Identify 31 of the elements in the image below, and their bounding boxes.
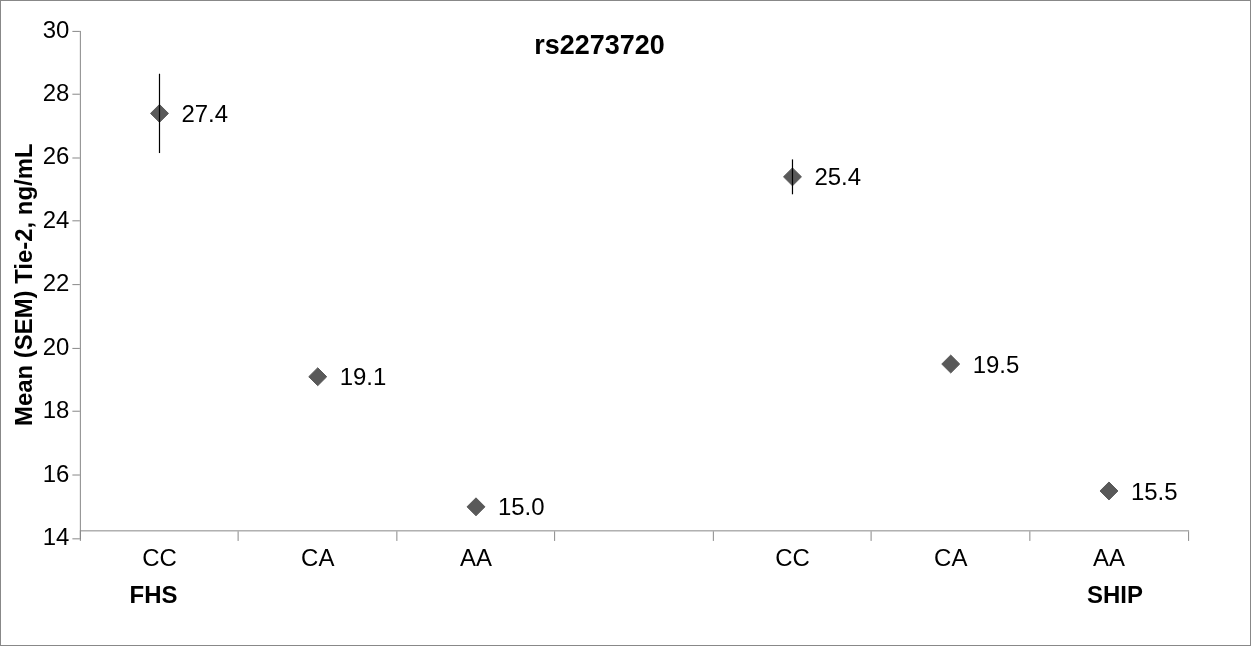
y-tick-label: 24 (42, 205, 70, 233)
y-axis-title: Mean (SEM) Tie-2, ng/mL (9, 143, 37, 427)
data-label: 19.5 (972, 350, 1020, 378)
y-tick-label: 20 (42, 332, 70, 360)
y-tick-label: 22 (42, 269, 70, 297)
x-tick-label: CC (775, 543, 810, 571)
point (783, 167, 802, 187)
text: FHS (129, 580, 178, 608)
point (466, 497, 486, 517)
point (1099, 481, 1119, 501)
x-tick-label: CA (301, 543, 335, 571)
point (150, 103, 169, 123)
data-label: 15.5 (1130, 477, 1178, 505)
y-tick-label: 18 (42, 396, 70, 424)
y-tick-label: 14 (42, 523, 70, 551)
data-label: 19.1 (339, 363, 387, 391)
x-tick-label: CC (142, 543, 177, 571)
x-tick-label: AA (1092, 543, 1125, 571)
x-tick-label: AA (460, 543, 492, 571)
chart-title: rs2273720 (534, 30, 665, 61)
point (308, 367, 328, 387)
y-tick-label: 30 (42, 15, 70, 43)
y-tick-label: 16 (42, 459, 70, 487)
text: SHIP (1087, 580, 1143, 608)
data-label: 25.4 (814, 163, 862, 191)
data-label: 27.4 (181, 100, 229, 127)
x-tick-label: CA (934, 543, 968, 571)
y-tick-label: 28 (42, 78, 70, 106)
data-label: 15.0 (497, 493, 545, 521)
y-tick-label: 26 (42, 142, 70, 170)
point (941, 354, 961, 374)
